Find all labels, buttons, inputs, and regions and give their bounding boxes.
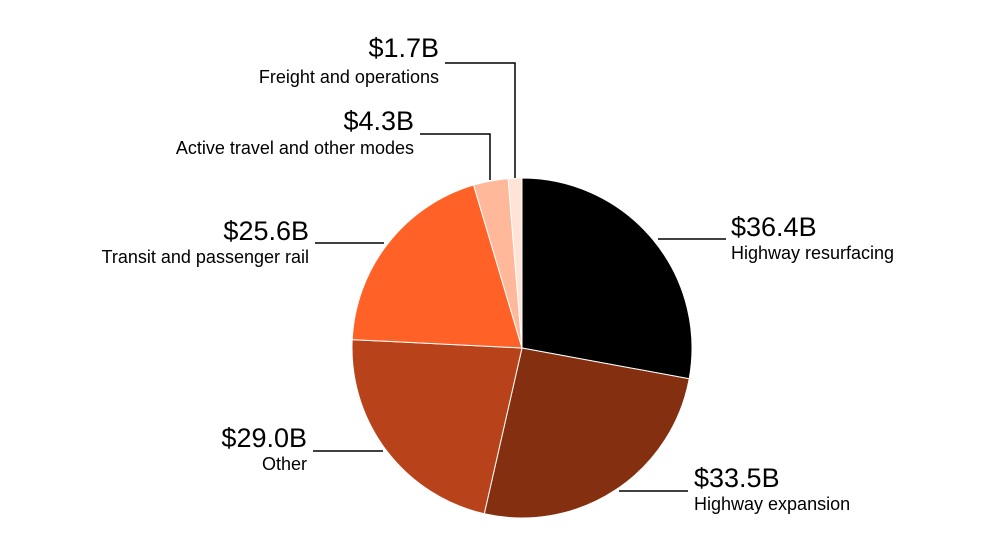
slice-value-highway-expansion: $33.5B bbox=[694, 463, 780, 493]
slice-value-highway-resurfacing: $36.4B bbox=[731, 212, 817, 242]
leader-lines bbox=[313, 62, 726, 492]
pie-slice-highway-expansion bbox=[483, 347, 690, 519]
leader-line-active-travel-and-other-modes bbox=[420, 133, 491, 180]
slice-value-active-travel-and-other-modes: $4.3B bbox=[343, 106, 414, 136]
slice-name-highway-resurfacing: Highway resurfacing bbox=[731, 243, 894, 263]
leader-line-freight-and-operations bbox=[445, 62, 516, 178]
pie-slice-freight-and-operations bbox=[507, 177, 523, 349]
slice-name-transit-and-passenger-rail: Transit and passenger rail bbox=[102, 247, 309, 267]
slice-value-freight-and-operations: $1.7B bbox=[368, 33, 439, 63]
slice-name-other: Other bbox=[262, 454, 307, 474]
pie-slice-transit-and-passenger-rail bbox=[351, 184, 523, 349]
slice-name-active-travel-and-other-modes: Active travel and other modes bbox=[176, 138, 414, 158]
slice-value-other: $29.0B bbox=[221, 423, 307, 453]
pie-slices bbox=[351, 177, 693, 519]
pie-slice-highway-resurfacing bbox=[521, 177, 693, 380]
pie-slice-other bbox=[351, 339, 523, 515]
slice-name-freight-and-operations: Freight and operations bbox=[259, 67, 439, 87]
slice-value-transit-and-passenger-rail: $25.6B bbox=[223, 216, 309, 246]
slice-name-highway-expansion: Highway expansion bbox=[694, 494, 850, 514]
